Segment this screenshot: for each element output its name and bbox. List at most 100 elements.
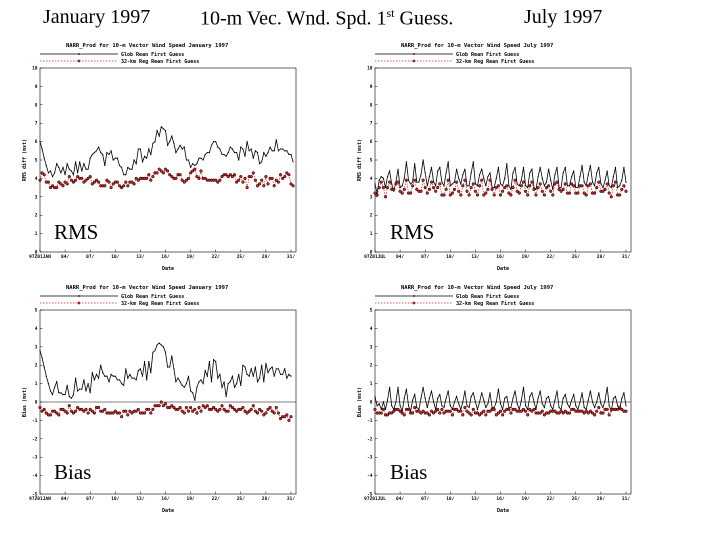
data-point-reg — [542, 413, 546, 417]
data-point-glob — [449, 185, 451, 187]
data-point-glob — [210, 381, 213, 383]
data-point-glob — [242, 364, 244, 366]
slide-title: January 1997 10-m Vec. Wnd. Spd. 1st Gue… — [0, 6, 720, 32]
data-point-glob — [525, 405, 527, 407]
data-point-glob — [263, 152, 265, 154]
data-point-glob — [271, 366, 273, 368]
data-point-glob — [93, 152, 95, 154]
data-point-glob — [556, 166, 558, 168]
data-point-glob — [464, 390, 466, 392]
x-tick-label: 16/ — [496, 496, 504, 502]
data-point-glob — [464, 168, 466, 170]
data-point-glob — [587, 174, 589, 176]
x-tick-label: 04/ — [61, 496, 69, 502]
data-point-reg — [82, 409, 86, 413]
data-point-glob — [160, 126, 162, 128]
y-tick-label: 0 — [35, 400, 38, 406]
data-point-reg — [218, 407, 222, 411]
data-point-reg — [379, 411, 383, 415]
data-point-glob — [175, 381, 177, 383]
data-point-glob — [384, 408, 387, 410]
data-point-reg — [130, 180, 134, 184]
data-point-glob — [173, 368, 175, 370]
data-point-glob — [91, 153, 93, 156]
data-point-reg — [618, 405, 622, 410]
data-point-glob — [537, 397, 539, 399]
data-point-glob — [453, 401, 456, 403]
data-point-reg — [145, 176, 149, 180]
data-point-reg — [540, 409, 544, 413]
data-point-glob — [430, 166, 433, 168]
data-point-glob — [64, 394, 66, 396]
data-point-reg — [120, 415, 124, 419]
data-point-reg — [375, 193, 379, 197]
data-point-glob — [133, 377, 135, 379]
data-point-reg — [528, 407, 532, 411]
data-point-reg — [80, 176, 84, 180]
data-point-glob — [583, 406, 585, 409]
data-point-reg — [586, 184, 590, 188]
data-point-glob — [389, 170, 391, 172]
data-point-reg — [572, 407, 576, 411]
data-point-glob — [179, 144, 181, 146]
data-point-glob — [617, 405, 619, 407]
data-point-reg — [251, 171, 255, 175]
data-point-glob — [458, 403, 460, 405]
data-point-reg — [86, 176, 90, 180]
data-point-reg — [521, 407, 526, 411]
data-point-reg — [381, 407, 386, 411]
data-point-glob — [412, 181, 414, 183]
data-point-glob — [233, 152, 236, 154]
data-point-glob — [284, 368, 286, 370]
data-point-reg — [429, 180, 434, 184]
data-point-glob — [112, 375, 114, 377]
data-point-glob — [58, 166, 60, 168]
data-point-reg — [103, 407, 107, 411]
data-point-reg — [544, 186, 549, 190]
data-point-glob — [127, 166, 129, 168]
data-point-glob — [594, 406, 596, 409]
chart-title: NARR_Prod for 10-m Vector Wind Speed Jan… — [66, 43, 228, 49]
data-point-glob — [95, 150, 98, 152]
data-point-glob — [70, 170, 72, 172]
data-point-reg — [434, 409, 438, 413]
data-point-glob — [125, 368, 127, 370]
data-point-reg — [446, 178, 450, 182]
data-point-glob — [527, 408, 529, 410]
chart-svg-jan-rms: NARR_Prod for 10-m Vector Wind Speed Jan… — [22, 43, 297, 272]
data-point-glob — [77, 390, 79, 392]
data-point-glob — [510, 188, 512, 190]
data-point-glob — [571, 176, 573, 178]
data-point-reg — [266, 407, 270, 411]
data-point-glob — [614, 395, 617, 398]
data-point-reg — [385, 186, 390, 190]
data-point-reg — [494, 413, 498, 417]
data-point-reg — [400, 411, 404, 415]
data-point-reg — [398, 189, 402, 193]
data-point-reg — [270, 409, 274, 413]
data-point-glob — [100, 364, 102, 366]
data-point-glob — [227, 383, 229, 385]
data-point-glob — [181, 384, 183, 386]
data-point-glob — [522, 386, 525, 388]
data-point-glob — [183, 146, 185, 148]
x-tick-label: 04/ — [396, 496, 404, 502]
data-point-glob — [510, 406, 512, 409]
data-point-glob — [87, 383, 89, 385]
data-point-glob — [104, 164, 106, 167]
data-point-reg — [237, 178, 241, 182]
data-point-reg — [230, 405, 234, 410]
center-title-prefix: 10-m Vec. Wnd. Spd. 1 — [200, 7, 387, 30]
data-point-reg — [251, 404, 255, 408]
data-point-glob — [525, 185, 527, 187]
data-point-glob — [91, 372, 93, 374]
data-point-glob — [520, 179, 522, 181]
data-point-reg — [44, 411, 48, 415]
data-point-glob — [139, 148, 141, 150]
chart-title: NARR_Prod for 10-m Vector Wind Speed Jul… — [401, 285, 553, 291]
data-point-reg — [383, 195, 388, 199]
data-point-glob — [156, 344, 158, 346]
data-point-reg — [61, 407, 65, 411]
data-point-glob — [483, 177, 485, 179]
data-point-glob — [154, 141, 156, 143]
